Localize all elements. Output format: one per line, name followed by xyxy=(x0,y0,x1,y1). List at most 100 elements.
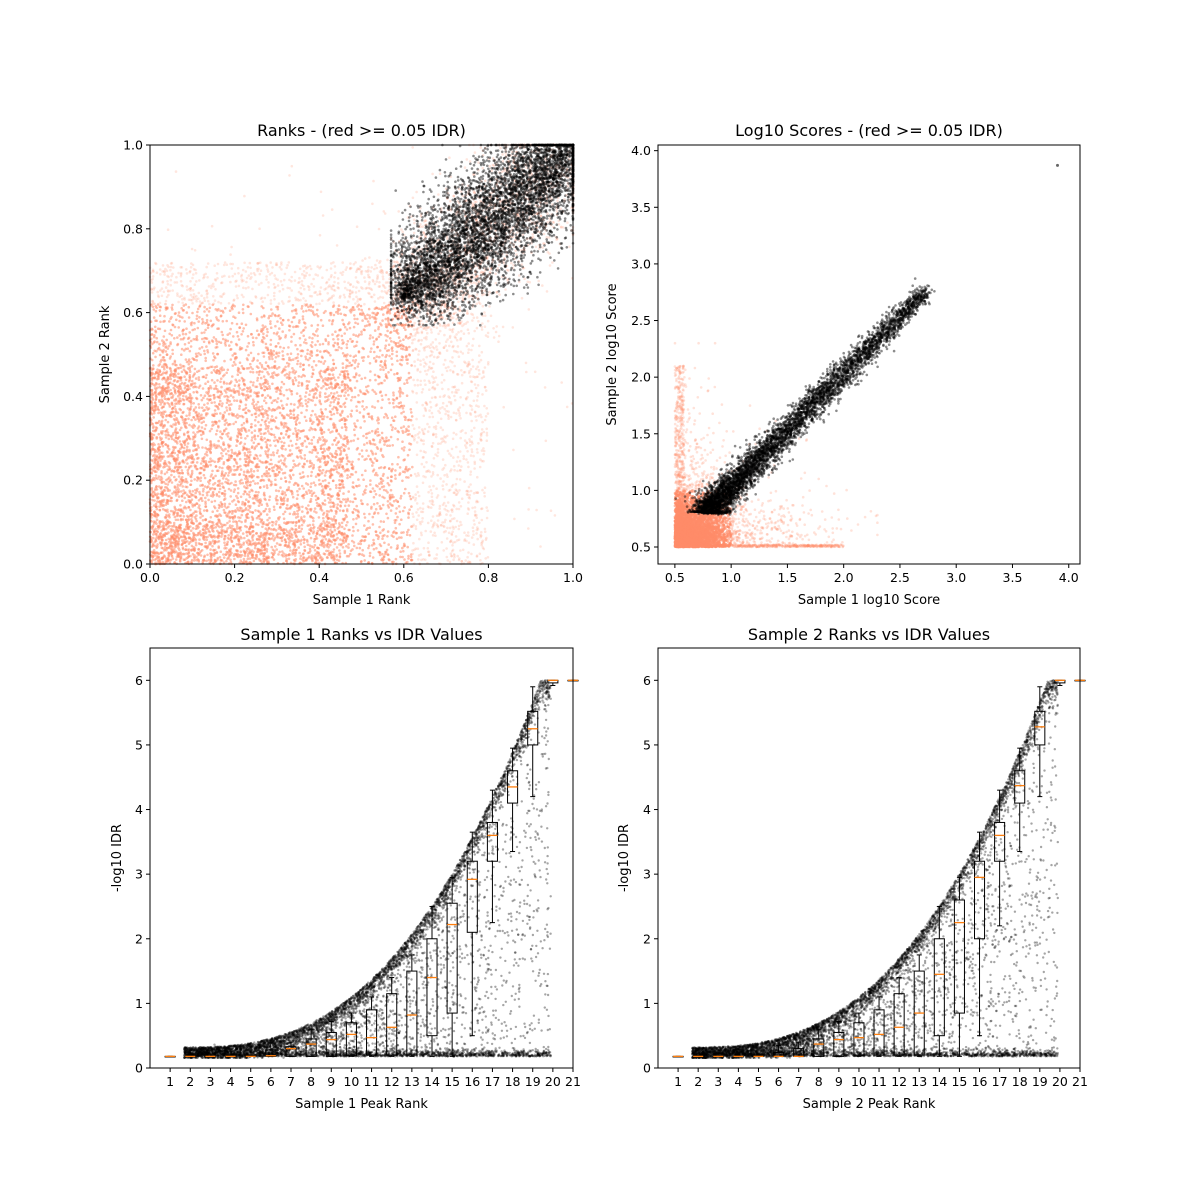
scatter-point-red xyxy=(174,361,177,364)
scatter-point-red xyxy=(264,325,267,328)
scatter-point-red xyxy=(266,328,269,331)
scatter-point-red xyxy=(178,311,181,314)
scatter-point-red xyxy=(478,345,481,348)
scatter-point-red xyxy=(428,485,431,488)
scatter-point-red xyxy=(436,547,439,550)
scatter-point-red xyxy=(385,367,388,370)
scatter-point-red xyxy=(229,253,232,256)
scatter-point-red xyxy=(420,339,423,342)
scatter-point-red xyxy=(209,457,212,460)
scatter-point-red xyxy=(476,476,479,479)
scatter-point-red xyxy=(295,379,298,382)
scatter-point-red xyxy=(281,371,284,374)
scatter-point-red xyxy=(159,289,162,292)
scatter-point-red xyxy=(229,559,232,562)
scatter-point-red xyxy=(354,367,357,370)
scatter-point-red xyxy=(225,560,228,563)
scatter-point-red xyxy=(454,312,457,315)
scatter-point-red xyxy=(311,451,314,454)
scatter-point-red xyxy=(246,277,249,280)
scatter-point-red xyxy=(237,335,240,338)
scatter-point-red xyxy=(341,335,344,338)
scatter-point-red xyxy=(160,470,163,473)
scatter-point-red xyxy=(337,282,340,285)
scatter-point-red xyxy=(206,539,209,542)
scatter-point-red xyxy=(446,237,449,240)
scatter-point-red xyxy=(182,333,185,336)
scatter-point-red xyxy=(299,437,302,440)
scatter-point-red xyxy=(226,466,229,469)
scatter-point-red xyxy=(305,310,308,313)
scatter-point-red xyxy=(366,503,369,506)
scatter-point-red xyxy=(469,444,472,447)
scatter-point-red xyxy=(288,261,291,264)
scatter-point-red xyxy=(196,457,199,460)
scatter-point-red xyxy=(213,394,216,397)
scatter-point-red xyxy=(398,390,401,393)
scatter-point-red xyxy=(305,409,308,412)
scatter-point-red xyxy=(234,473,237,476)
scatter-point-red xyxy=(190,529,193,532)
scatter-point-red xyxy=(456,520,459,523)
scatter-point-red xyxy=(312,306,315,309)
scatter-point-red xyxy=(361,287,364,290)
scatter-point-red xyxy=(226,382,229,385)
scatter-point-red xyxy=(273,295,276,298)
scatter-point-red xyxy=(372,539,375,542)
scatter-point-red xyxy=(284,336,287,339)
scatter-point-red xyxy=(297,503,300,506)
scatter-point-red xyxy=(556,200,559,203)
scatter-point-red xyxy=(431,397,434,400)
scatter-point-red xyxy=(301,528,304,531)
scatter-point-red xyxy=(176,454,179,457)
scatter-point-red xyxy=(240,430,243,433)
scatter-point-red xyxy=(458,464,461,467)
scatter-point-red xyxy=(337,395,340,398)
scatter-point-red xyxy=(190,345,193,348)
scatter-point-red xyxy=(285,541,288,544)
scatter-point-red xyxy=(248,429,251,432)
scatter-point-red xyxy=(195,280,198,283)
scatter-point-red xyxy=(379,333,382,336)
scatter-point-red xyxy=(458,297,461,300)
scatter-point-red xyxy=(320,191,323,194)
scatter-point-red xyxy=(355,296,358,299)
scatter-point-red xyxy=(364,516,367,519)
scatter-point-red xyxy=(349,327,352,330)
scatter-point-red xyxy=(155,426,158,429)
scatter-point-red xyxy=(250,468,253,471)
scatter-point-red xyxy=(169,375,172,378)
scatter-point-red xyxy=(281,490,284,493)
scatter-point-red xyxy=(153,286,156,289)
scatter-point-red xyxy=(252,341,255,344)
scatter-point-red xyxy=(396,372,399,375)
scatter-point-red xyxy=(393,326,396,329)
scatter-point-red xyxy=(318,360,321,363)
scatter-point-red xyxy=(168,345,171,348)
scatter-point-red xyxy=(336,244,339,247)
scatter-point-red xyxy=(467,328,470,331)
scatter-point-red xyxy=(386,444,389,447)
scatter-point-red xyxy=(193,322,196,325)
scatter-point-red xyxy=(367,547,370,550)
scatter-point-red xyxy=(334,272,337,275)
scatter-point-red xyxy=(306,266,309,269)
scatter-point-red xyxy=(152,533,155,536)
scatter-point-red xyxy=(286,264,289,267)
scatter-point-red xyxy=(162,264,165,267)
scatter-point-red xyxy=(354,425,357,428)
scatter-point-red xyxy=(371,316,374,319)
scatter-point-red xyxy=(308,336,311,339)
scatter-point-red xyxy=(358,374,361,377)
scatter-point-red xyxy=(527,508,530,511)
scatter-point-red xyxy=(374,379,377,382)
scatter-point-red xyxy=(502,326,505,329)
scatter-point-red xyxy=(416,485,419,488)
scatter-point-red xyxy=(447,366,450,369)
scatter-point-red xyxy=(304,399,307,402)
scatter-point-red xyxy=(282,302,285,305)
scatter-point-red xyxy=(342,492,345,495)
scatter-point-red xyxy=(180,490,183,493)
scatter-point-red xyxy=(228,471,231,474)
